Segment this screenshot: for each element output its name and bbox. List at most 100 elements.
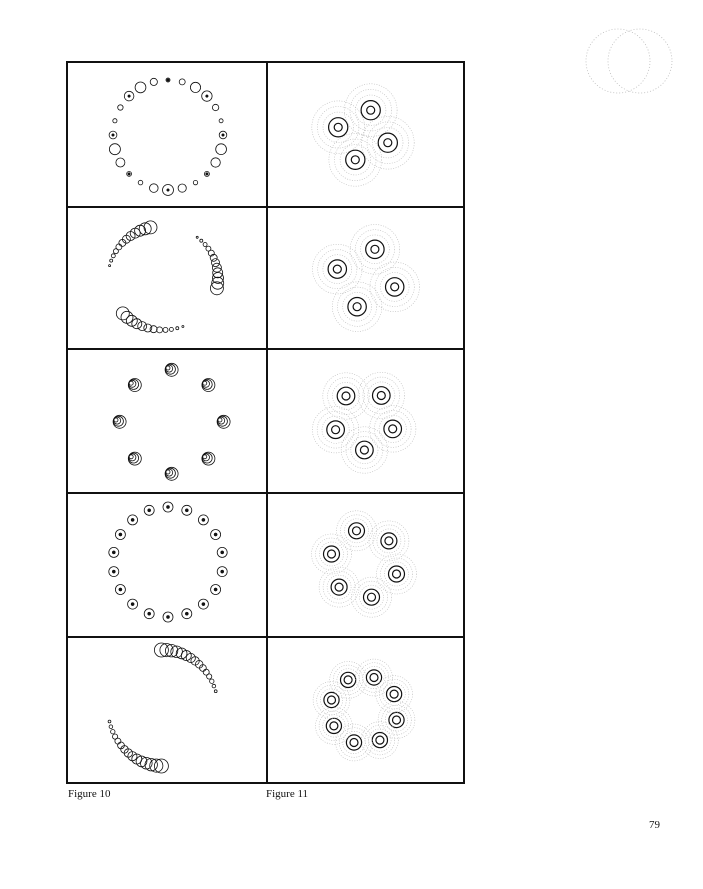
pattern-circle — [380, 532, 398, 550]
pattern-circle — [379, 272, 410, 302]
pattern-circle — [381, 704, 412, 736]
pattern-circle — [375, 735, 385, 745]
pattern-circle — [391, 569, 402, 579]
ring-dot — [184, 611, 189, 616]
arc-circle — [175, 326, 180, 331]
pattern-circle — [327, 117, 349, 138]
arc-circle — [109, 258, 114, 263]
pattern-circle — [347, 296, 367, 317]
pattern-circle — [330, 578, 348, 596]
corner-ornament — [585, 28, 673, 94]
pattern-circle — [338, 727, 370, 758]
ring-circle — [117, 104, 124, 111]
pattern-circle — [327, 259, 348, 279]
ring-dot — [166, 188, 170, 192]
ring-circle — [192, 180, 199, 186]
pattern-circle — [367, 381, 396, 410]
arc-circle — [107, 719, 112, 724]
row-divider — [68, 206, 463, 208]
arc-circle — [205, 245, 212, 252]
pattern-circle — [362, 376, 401, 415]
pattern-circle — [373, 410, 412, 448]
pattern-circle — [343, 83, 398, 137]
figure10-row5 — [68, 638, 266, 782]
pattern-circle — [355, 94, 387, 126]
cluster-circle — [127, 451, 142, 466]
pattern-circle — [345, 734, 363, 751]
pattern-circle — [360, 99, 381, 121]
pattern-circle — [384, 561, 409, 587]
pattern-circle — [365, 669, 383, 686]
pattern-circle — [383, 419, 403, 439]
pattern-circle — [316, 410, 355, 449]
pattern-circle — [333, 122, 343, 132]
arc-circle — [110, 729, 116, 735]
ring-circle — [115, 584, 126, 595]
figure10-row4 — [68, 494, 266, 636]
pattern-circle — [339, 144, 371, 176]
ring-dot — [111, 569, 116, 574]
cluster-circle — [164, 466, 179, 481]
ring-circle — [108, 547, 120, 558]
pattern-circle — [332, 664, 364, 696]
pattern-circle — [355, 658, 393, 697]
pattern-circle — [317, 249, 358, 290]
figure10-row3 — [68, 350, 266, 492]
pattern-circle — [390, 282, 400, 292]
ring-circle — [210, 529, 222, 540]
figure11-row4 — [268, 494, 463, 636]
arc-circle — [202, 668, 210, 676]
pattern-circle — [362, 588, 381, 606]
ring-circle — [143, 608, 155, 620]
pattern-circle — [376, 553, 417, 595]
ring-circle — [134, 81, 147, 94]
pattern-circle — [345, 149, 366, 171]
ring-circle — [215, 143, 227, 155]
figure-10-caption: Figure 10 — [68, 788, 111, 800]
ring-dot — [201, 518, 206, 522]
pattern-circle — [388, 711, 405, 729]
arc-circle — [199, 238, 204, 243]
pattern-circle — [342, 731, 366, 755]
pattern-circle — [358, 662, 390, 693]
cluster-circle — [112, 414, 127, 429]
pattern-circle — [372, 127, 404, 159]
pattern-circle — [377, 701, 416, 739]
figure10-row2 — [68, 208, 266, 348]
pattern-circle — [349, 89, 392, 132]
pattern-circle — [366, 105, 376, 115]
ring-circle — [127, 598, 138, 610]
arc-circle — [156, 326, 163, 334]
arc-circle — [108, 724, 114, 729]
pattern-circle — [380, 557, 413, 591]
ring-circle — [210, 157, 221, 168]
arc-circle — [209, 281, 224, 296]
cluster-circle — [201, 378, 216, 392]
arc-circle — [149, 758, 164, 773]
pattern-circle — [321, 415, 350, 444]
arc-circle — [114, 737, 122, 745]
pattern-circle — [389, 689, 399, 699]
pattern-circle — [322, 545, 341, 563]
ring-dot — [127, 94, 131, 98]
pattern-circle — [325, 717, 343, 735]
row-divider — [68, 348, 463, 350]
pattern-circle — [336, 510, 377, 552]
ring-circle — [178, 78, 186, 86]
arc-circle — [181, 325, 185, 328]
pattern-circle — [336, 386, 356, 406]
figure11-row1 — [268, 63, 463, 206]
pattern-circle — [369, 405, 417, 453]
ring-dot — [111, 133, 115, 137]
pattern-circle — [366, 592, 377, 602]
ring-circle — [181, 608, 193, 620]
arc-circle — [202, 242, 208, 247]
pattern-circle — [384, 277, 405, 297]
ring-circle — [218, 118, 224, 124]
pattern-circle — [327, 377, 365, 415]
pattern-circle — [357, 371, 405, 420]
ring-circle — [137, 179, 144, 186]
pattern-circle — [337, 286, 378, 327]
cluster-circle — [127, 378, 142, 392]
pattern-circle — [339, 671, 357, 689]
